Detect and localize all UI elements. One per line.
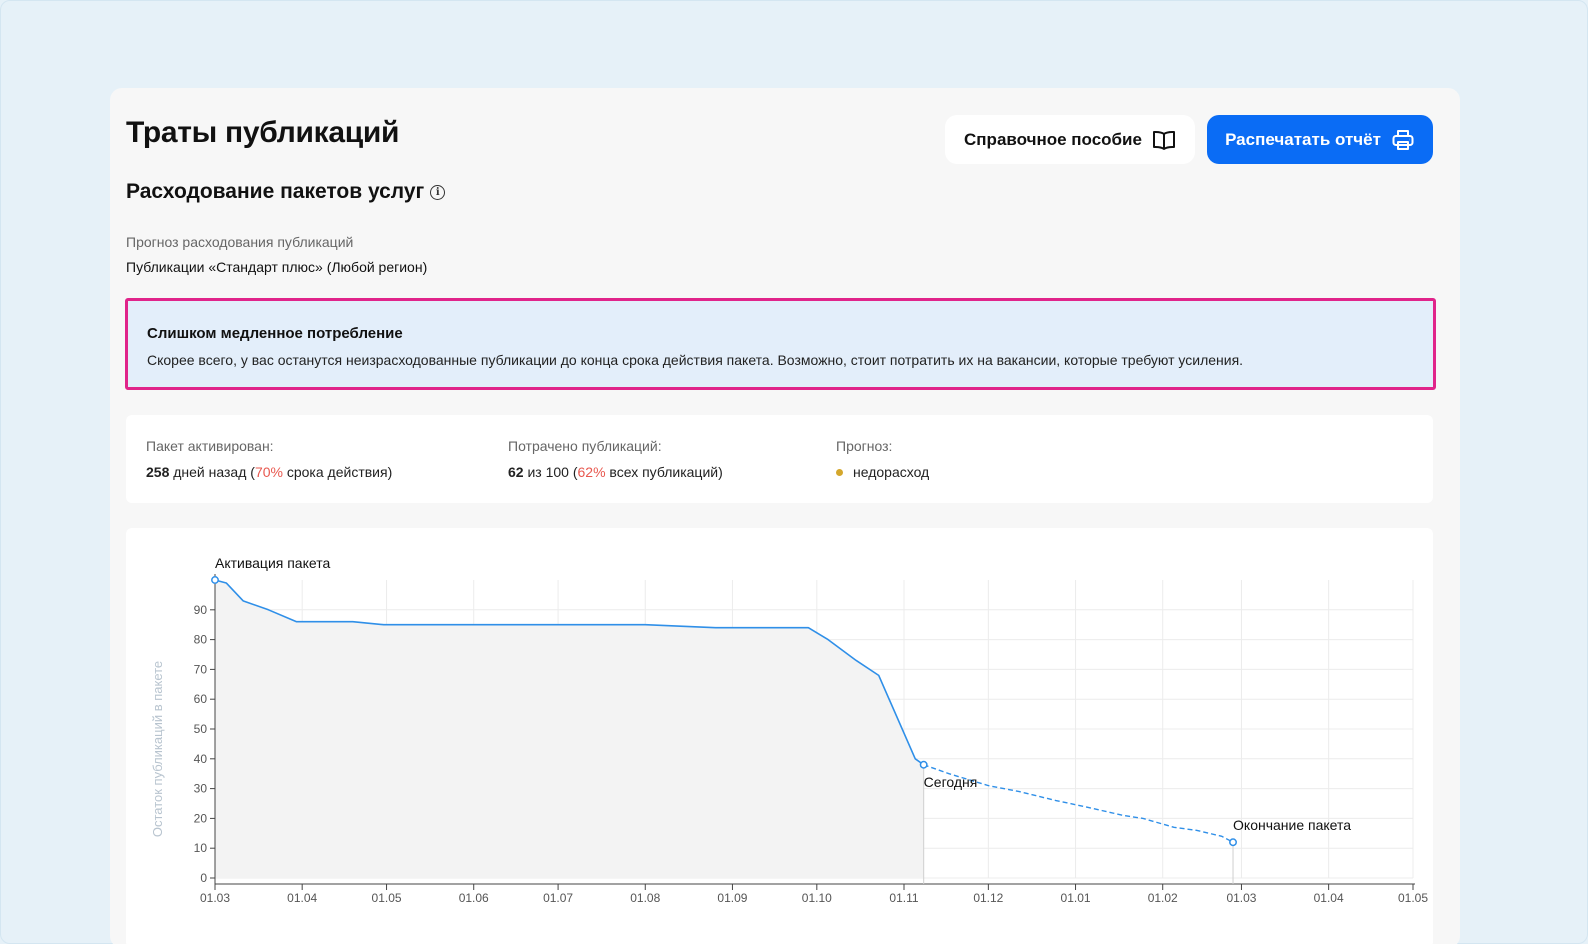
x-tick-label: 01.03 [200,891,230,905]
report-card: Траты публикаций Справочное пособие Расп… [110,88,1460,944]
x-tick-label: 01.04 [287,891,317,905]
guide-button[interactable]: Справочное пособие [945,115,1195,164]
stat-activated-days-text: дней назад ( [169,464,255,480]
y-tick-label: 20 [194,811,208,825]
y-tick-label: 0 [200,871,207,885]
stat-activated-suffix: срока действия) [282,464,393,480]
stat-activated-days: 258 [146,464,170,480]
stat-spent-count: 62 [508,464,524,480]
stat-activated-label: Пакет активирован: [146,438,274,454]
annotation-point [211,576,219,584]
stat-spent-of-text: из 100 ( [523,464,578,480]
info-icon[interactable]: i [430,184,446,200]
annotation-label: Активация пакета [215,555,330,571]
chart-svg: 0 10 20 30 40 50 60 70 80 90 01.03 01.04 01.05 01.06 0… [150,555,1428,905]
x-tick-label: 01.10 [802,891,832,905]
x-tick-label: 01.12 [973,891,1003,905]
stat-spent-label: Потрачено публикаций: [508,438,662,454]
page-title: Траты публикаций [126,116,400,149]
actual-area [215,580,924,878]
x-tick-label: 01.07 [543,891,573,905]
x-tick-label: 01.09 [717,891,747,905]
stat-spent: Потрачено публикаций: 62 из 100 (62% все… [508,438,723,480]
package-stats: Пакет активирован: 258 дней назад (70% с… [126,415,1433,503]
annotation-label: Окончание пакета [1233,817,1351,833]
printer-icon [1392,129,1414,150]
stat-spent-percent: 62% [577,464,606,480]
stat-forecast-value: недорасход [836,464,929,480]
stat-activated: Пакет активирован: 258 дней назад (70% с… [146,438,392,480]
x-tick-label: 01.08 [630,891,660,905]
stat-forecast-label: Прогноз: [836,438,893,454]
stat-activated-percent: 70% [254,464,283,480]
alert-title: Слишком медленное потребление [147,325,403,342]
stat-forecast: Прогноз: недорасход [836,438,929,480]
slow-consumption-alert: Слишком медленное потребление Скорее все… [125,298,1436,390]
alert-text: Скорее всего, у вас останутся неизрасход… [147,352,1244,368]
x-tick-label: 01.05 [1398,891,1428,905]
guide-button-label: Справочное пособие [964,129,1142,149]
x-tick-label: 01.11 [889,891,918,905]
y-tick-label: 90 [194,603,208,617]
consumption-chart: 0 10 20 30 40 50 60 70 80 90 01.03 01.04 01.05 01.06 0… [126,528,1433,944]
x-tick-label: 01.05 [372,891,402,905]
stat-forecast-text: недорасход [853,464,930,480]
x-tick-label: 01.02 [1148,891,1178,905]
y-tick-label: 10 [194,841,208,855]
x-tick-label: 01.06 [459,891,489,905]
y-tick-label: 70 [194,662,208,676]
forecast-status-dot [836,468,843,476]
annotation-label: Сегодня [924,774,978,790]
actual-series-line [214,579,925,766]
forecast-label: Прогноз расходования публикаций [126,234,354,250]
y-tick-label: 80 [194,633,208,647]
stat-spent-value: 62 из 100 (62% всех публикаций) [508,464,723,480]
y-tick-label: 50 [194,722,208,736]
annotation-point [919,760,928,769]
stat-activated-value: 258 дней назад (70% срока действия) [146,464,392,480]
x-tick-label: 01.01 [1061,891,1091,905]
y-tick-label: 40 [194,752,208,766]
print-report-button[interactable]: Распечатать отчёт [1207,115,1433,164]
y-tick-label: 30 [194,782,208,796]
print-button-label: Распечатать отчёт [1225,129,1381,149]
section-title: Расходование пакетов услуг i [126,180,446,204]
y-axis-label: Остаток публикаций в пакете [150,661,165,837]
y-tick-label: 60 [194,692,208,706]
stat-spent-suffix: всех публикаций) [605,464,723,480]
book-icon [1152,130,1175,150]
package-name: Публикации «Стандарт плюс» (Любой регион… [126,259,428,275]
section-title-text: Расходование пакетов услуг [126,180,425,203]
x-tick-label: 01.03 [1226,891,1256,905]
forecast-series-line [923,764,1234,843]
x-tick-label: 01.04 [1314,891,1344,905]
annotation-point [1229,838,1237,847]
